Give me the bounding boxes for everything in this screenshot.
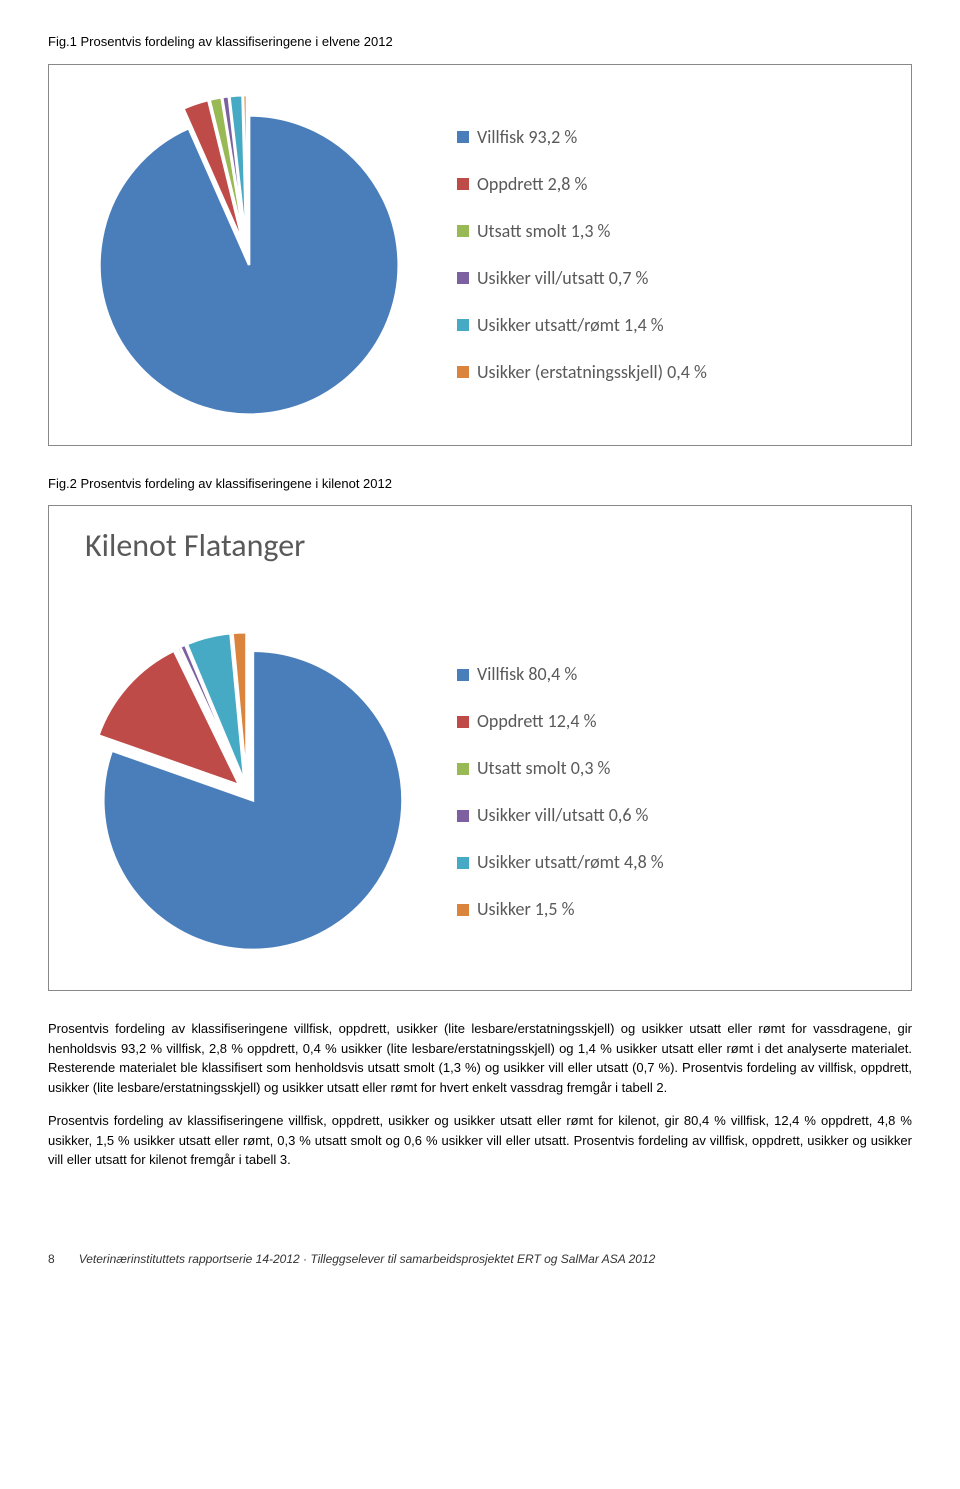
fig2-legend: Villfisk 80,4 % Oppdrett 12,4 % Utsatt smo… bbox=[457, 661, 664, 923]
page-footer: 8 Veterinærinstituttets rapportserie 14-… bbox=[48, 1250, 912, 1268]
legend-swatch bbox=[457, 669, 469, 681]
legend-item: Oppdrett 12,4 % bbox=[457, 708, 664, 735]
fig2-chart-box: Kilenot Flatanger Villfisk 80,4 % Oppdret… bbox=[48, 505, 912, 991]
legend-item: Usikker vill/utsatt 0,7 % bbox=[457, 265, 707, 292]
fig2-chart-title: Kilenot Flatanger bbox=[85, 522, 305, 570]
legend-swatch bbox=[457, 857, 469, 869]
footer-text: Veterinærinstituttets rapportserie 14-20… bbox=[79, 1250, 656, 1268]
legend-label: Usikker 1,5 % bbox=[477, 896, 574, 923]
legend-item: Usikker utsatt/rømt 4,8 % bbox=[457, 849, 664, 876]
legend-item: Utsatt smolt 0,3 % bbox=[457, 755, 664, 782]
legend-item: Usikker (erstatningsskjell) 0,4 % bbox=[457, 359, 707, 386]
legend-label: Usikker vill/utsatt 0,6 % bbox=[477, 802, 648, 829]
legend-swatch bbox=[457, 763, 469, 775]
legend-swatch bbox=[457, 131, 469, 143]
legend-swatch bbox=[457, 716, 469, 728]
legend-label: Villfisk 93,2 % bbox=[477, 124, 577, 151]
fig1-legend: Villfisk 93,2 % Oppdrett 2,8 % Utsatt smol… bbox=[457, 124, 707, 386]
legend-label: Utsatt smolt 0,3 % bbox=[477, 755, 610, 782]
legend-swatch bbox=[457, 319, 469, 331]
legend-label: Usikker utsatt/rømt 4,8 % bbox=[477, 849, 664, 876]
fig2-title: Fig.2 Prosentvis fordeling av klassifise… bbox=[48, 474, 912, 494]
legend-item: Oppdrett 2,8 % bbox=[457, 171, 707, 198]
pie-slice bbox=[100, 115, 399, 414]
body-paragraph-1: Prosentvis fordeling av klassifiseringen… bbox=[48, 1019, 912, 1097]
fig2-pie bbox=[77, 622, 417, 962]
legend-swatch bbox=[457, 366, 469, 378]
fig1-title: Fig.1 Prosentvis fordeling av klassifise… bbox=[48, 32, 912, 52]
legend-item: Villfisk 93,2 % bbox=[457, 124, 707, 151]
legend-item: Villfisk 80,4 % bbox=[457, 661, 664, 688]
page-number: 8 bbox=[48, 1250, 55, 1268]
legend-swatch bbox=[457, 178, 469, 190]
legend-label: Usikker (erstatningsskjell) 0,4 % bbox=[477, 359, 707, 386]
page-content: Fig.1 Prosentvis fordeling av klassifise… bbox=[0, 0, 960, 1292]
legend-swatch bbox=[457, 225, 469, 237]
legend-label: Usikker utsatt/rømt 1,4 % bbox=[477, 312, 664, 339]
legend-item: Utsatt smolt 1,3 % bbox=[457, 218, 707, 245]
legend-swatch bbox=[457, 904, 469, 916]
legend-item: Usikker 1,5 % bbox=[457, 896, 664, 923]
legend-label: Oppdrett 12,4 % bbox=[477, 708, 596, 735]
fig1-chart-box: Villfisk 93,2 % Oppdrett 2,8 % Utsatt smol… bbox=[48, 64, 912, 446]
legend-swatch bbox=[457, 272, 469, 284]
legend-label: Villfisk 80,4 % bbox=[477, 661, 577, 688]
legend-item: Usikker utsatt/rømt 1,4 % bbox=[457, 312, 707, 339]
body-paragraph-2: Prosentvis fordeling av klassifiseringen… bbox=[48, 1111, 912, 1170]
legend-item: Usikker vill/utsatt 0,6 % bbox=[457, 802, 664, 829]
legend-label: Oppdrett 2,8 % bbox=[477, 171, 587, 198]
legend-label: Usikker vill/utsatt 0,7 % bbox=[477, 265, 648, 292]
legend-label: Utsatt smolt 1,3 % bbox=[477, 218, 610, 245]
fig1-pie bbox=[77, 85, 417, 425]
body-text: Prosentvis fordeling av klassifiseringen… bbox=[48, 1019, 912, 1170]
legend-swatch bbox=[457, 810, 469, 822]
